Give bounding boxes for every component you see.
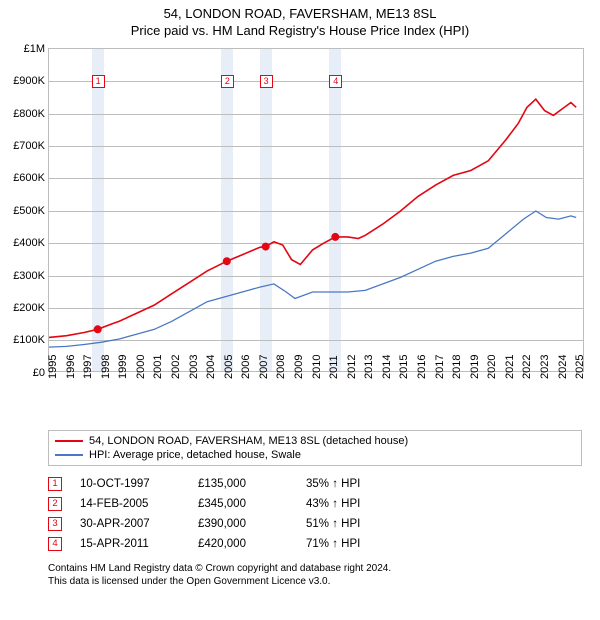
legend-swatch	[55, 440, 83, 442]
y-tick-label: £200K	[13, 302, 49, 314]
sales-delta: 43% ↑ HPI	[306, 498, 406, 510]
sales-table: 1 10-OCT-1997 £135,000 35% ↑ HPI 2 14-FEB-200…	[48, 474, 582, 554]
legend-row: 54, LONDON ROAD, FAVERSHAM, ME13 8SL (de…	[55, 434, 575, 448]
sale-marker-box: 2	[221, 75, 234, 88]
property-line	[49, 99, 576, 337]
sales-index-box: 3	[48, 517, 62, 531]
legend-label: 54, LONDON ROAD, FAVERSHAM, ME13 8SL (de…	[89, 435, 408, 447]
sales-date: 30-APR-2007	[80, 518, 180, 530]
y-tick-label: £600K	[13, 172, 49, 184]
sales-price: £390,000	[198, 518, 288, 530]
sales-date: 10-OCT-1997	[80, 478, 180, 490]
y-tick-label: £1M	[24, 43, 49, 55]
sale-marker-box: 4	[329, 75, 342, 88]
sale-marker-box: 3	[260, 75, 273, 88]
sales-price: £345,000	[198, 498, 288, 510]
y-tick-label: £700K	[13, 140, 49, 152]
page-subtitle: Price paid vs. HM Land Registry's House …	[8, 23, 592, 40]
sales-delta: 51% ↑ HPI	[306, 518, 406, 530]
y-tick-label: £400K	[13, 237, 49, 249]
y-tick-label: £500K	[13, 205, 49, 217]
legend: 54, LONDON ROAD, FAVERSHAM, ME13 8SL (de…	[48, 430, 582, 466]
sales-index-box: 4	[48, 537, 62, 551]
y-tick-label: £100K	[13, 334, 49, 346]
sale-marker-dot	[223, 257, 231, 265]
sales-row: 2 14-FEB-2005 £345,000 43% ↑ HPI	[48, 494, 582, 514]
plot-area: £0£100K£200K£300K£400K£500K£600K£700K£80…	[48, 48, 584, 372]
sales-date: 14-FEB-2005	[80, 498, 180, 510]
chart: £0£100K£200K£300K£400K£500K£600K£700K£80…	[8, 44, 592, 424]
sales-price: £420,000	[198, 538, 288, 550]
sale-marker-box: 1	[92, 75, 105, 88]
sale-marker-dot	[331, 233, 339, 241]
footer: Contains HM Land Registry data © Crown c…	[48, 562, 582, 588]
sales-row: 4 15-APR-2011 £420,000 71% ↑ HPI	[48, 534, 582, 554]
sales-index-box: 1	[48, 477, 62, 491]
legend-swatch	[55, 454, 83, 456]
legend-label: HPI: Average price, detached house, Swal…	[89, 449, 301, 461]
sales-date: 15-APR-2011	[80, 538, 180, 550]
page-title: 54, LONDON ROAD, FAVERSHAM, ME13 8SL	[8, 6, 592, 23]
sale-marker-dot	[262, 242, 270, 250]
sales-delta: 71% ↑ HPI	[306, 538, 406, 550]
footer-line: Contains HM Land Registry data © Crown c…	[48, 562, 582, 575]
y-tick-label: £900K	[13, 75, 49, 87]
footer-line: This data is licensed under the Open Gov…	[48, 575, 582, 588]
sales-price: £135,000	[198, 478, 288, 490]
sales-index-box: 2	[48, 497, 62, 511]
hpi-line	[49, 211, 576, 347]
root: 54, LONDON ROAD, FAVERSHAM, ME13 8SL Pri…	[0, 0, 600, 620]
sales-delta: 35% ↑ HPI	[306, 478, 406, 490]
series-svg	[49, 49, 585, 373]
sales-row: 3 30-APR-2007 £390,000 51% ↑ HPI	[48, 514, 582, 534]
sale-marker-dot	[94, 325, 102, 333]
legend-row: HPI: Average price, detached house, Swal…	[55, 448, 575, 462]
sales-row: 1 10-OCT-1997 £135,000 35% ↑ HPI	[48, 474, 582, 494]
y-tick-label: £800K	[13, 108, 49, 120]
y-tick-label: £300K	[13, 270, 49, 282]
